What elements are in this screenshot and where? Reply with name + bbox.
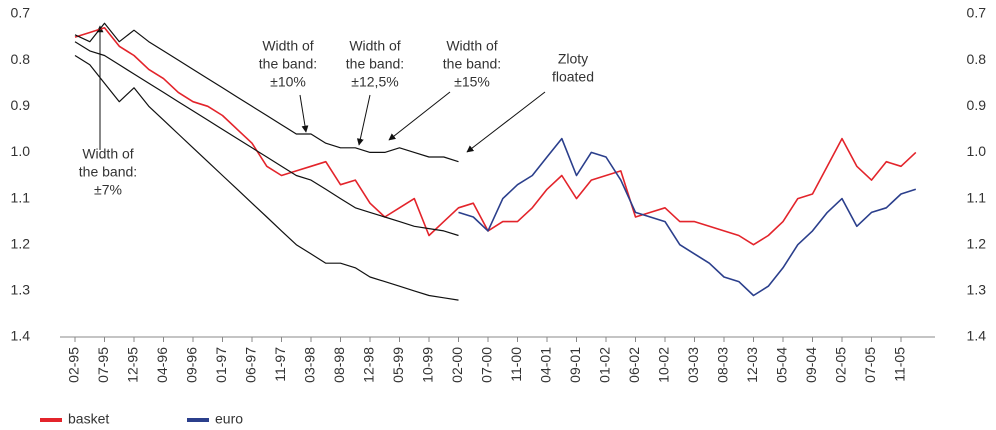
band-line — [74, 22, 459, 163]
y2-tick-label: 1.4 — [967, 328, 987, 344]
annotation: ±12,5% — [351, 74, 398, 90]
y2-tick-label: 1.1 — [967, 189, 987, 205]
annotation: the band: — [259, 56, 317, 72]
annotation: Zloty — [558, 51, 588, 67]
x-tick-label: 01-97 — [213, 347, 229, 383]
x-tick-label: 06-97 — [243, 347, 259, 383]
x-tick-label: 12-03 — [744, 347, 760, 383]
y-tick-label: 0.8 — [11, 51, 31, 67]
x-tick-label: 06-02 — [626, 347, 642, 383]
x-tick-label: 12-98 — [361, 347, 377, 383]
annotation: the band: — [79, 164, 137, 180]
series-line — [458, 137, 917, 297]
x-tick-label: 09-01 — [567, 347, 583, 383]
x-tick-label: 07-00 — [479, 347, 495, 383]
x-tick-label: 10-99 — [420, 347, 436, 383]
x-tick-label: 09-04 — [803, 347, 819, 383]
annotation: ±7% — [94, 182, 122, 198]
legend-label: euro — [215, 411, 243, 427]
x-tick-label: 04-01 — [538, 347, 554, 383]
annotation: the band: — [346, 56, 404, 72]
band-line — [74, 41, 459, 237]
x-tick-label: 03-03 — [685, 347, 701, 383]
x-tick-label: 05-99 — [390, 347, 406, 383]
y2-tick-label: 1.0 — [967, 143, 987, 159]
series-line — [74, 27, 917, 246]
x-tick-label: 11-05 — [892, 347, 908, 382]
x-tick-label: 12-95 — [125, 347, 141, 383]
annotation: floated — [552, 69, 594, 85]
annotation: ±15% — [454, 74, 490, 90]
x-tick-label: 02-00 — [449, 347, 465, 383]
x-tick-label: 04-96 — [154, 347, 170, 383]
x-tick-label: 09-96 — [184, 347, 200, 383]
x-tick-label: 07-05 — [862, 347, 878, 383]
annotation: the band: — [443, 56, 501, 72]
y-tick-label: 1.0 — [11, 143, 31, 159]
x-tick-label: 11-97 — [272, 347, 288, 382]
y2-tick-label: 1.2 — [967, 235, 987, 251]
x-tick-label: 08-98 — [331, 347, 347, 383]
annotation: ±10% — [270, 74, 306, 90]
y2-tick-label: 0.9 — [967, 97, 987, 113]
y2-tick-label: 1.3 — [967, 282, 987, 298]
annotation: Width of — [349, 38, 400, 54]
y-tick-label: 0.9 — [11, 97, 31, 113]
annotation-arrows — [96, 25, 546, 153]
y-tick-label: 1.2 — [11, 235, 31, 251]
x-tick-label: 08-03 — [715, 347, 731, 383]
y2-tick-label: 0.7 — [967, 5, 987, 21]
legend-label: basket — [68, 411, 109, 427]
band-line — [74, 54, 459, 301]
annotation: Width of — [262, 38, 313, 54]
y-tick-label: 0.7 — [11, 5, 31, 21]
x-tick-label: 02-95 — [66, 347, 82, 383]
annotation: Width of — [446, 38, 497, 54]
y-tick-label: 1.1 — [11, 189, 31, 205]
y-tick-label: 1.4 — [11, 328, 31, 344]
x-tick-label: 01-02 — [597, 347, 613, 383]
y-tick-label: 1.3 — [11, 282, 31, 298]
annotation: Width of — [82, 146, 133, 162]
x-tick-label: 11-00 — [508, 347, 524, 382]
x-tick-label: 02-05 — [833, 347, 849, 383]
y2-tick-label: 0.8 — [967, 51, 987, 67]
x-tick-label: 05-04 — [774, 347, 790, 383]
x-tick-label: 03-98 — [302, 347, 318, 383]
x-tick-label: 07-95 — [95, 347, 111, 383]
x-tick-label: 10-02 — [656, 347, 672, 383]
